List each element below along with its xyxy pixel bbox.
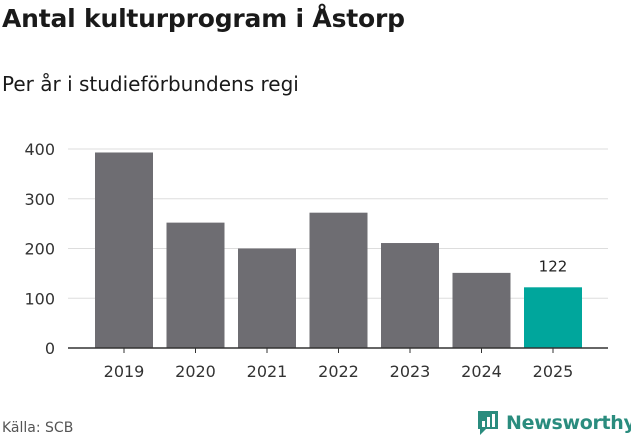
chart-subtitle: Per år i studieförbundens regi [2, 72, 299, 96]
y-tick-label: 0 [45, 339, 55, 358]
bar [309, 212, 368, 348]
y-tick-label: 300 [24, 190, 55, 209]
x-tick-label: 2019 [104, 362, 145, 381]
x-tick-label: 2022 [318, 362, 359, 381]
bar [524, 287, 582, 348]
bar [238, 248, 296, 348]
bar-chart: 0 100 200 300 400 2019 2020 2021 2022 2023 2024 202… [24, 140, 608, 381]
x-tick-label: 2021 [247, 362, 288, 381]
chart-title: Antal kulturprogram i Åstorp [2, 4, 405, 33]
y-tick-label: 100 [24, 289, 55, 308]
brand-name: Newsworthy [506, 412, 631, 434]
newsworthy-logo-icon [478, 411, 498, 435]
bar [452, 272, 511, 348]
x-tick-label: 2024 [461, 362, 502, 381]
bar [166, 222, 225, 348]
bar [381, 243, 439, 348]
x-tick-label: 2020 [175, 362, 216, 381]
x-tick-label: 2023 [390, 362, 431, 381]
data-label: 122 [539, 257, 568, 275]
y-tick-label: 400 [24, 140, 55, 159]
x-tick-label: 2025 [533, 362, 574, 381]
brand-logo: Newsworthy [476, 408, 631, 438]
y-tick-label: 200 [24, 240, 55, 259]
bar [95, 152, 153, 348]
source-note: Källa: SCB [2, 420, 74, 436]
